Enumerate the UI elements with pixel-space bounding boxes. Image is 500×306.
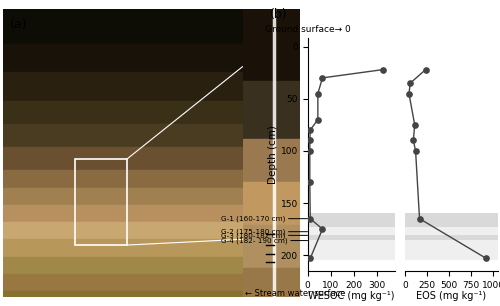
Bar: [2, 101, 242, 124]
Bar: [2, 170, 242, 188]
Text: G-1 (160-170 cm): G-1 (160-170 cm): [222, 215, 308, 222]
Text: (a): (a): [10, 18, 27, 31]
Text: ← Stream water surface: ← Stream water surface: [245, 289, 346, 298]
X-axis label: WESOC (mg kg⁻¹): WESOC (mg kg⁻¹): [308, 291, 394, 301]
Bar: [242, 182, 300, 225]
Bar: [2, 256, 242, 274]
Bar: [308, 235, 395, 240]
Bar: [2, 73, 242, 101]
Bar: [2, 205, 242, 222]
Text: G-4 (182- 190 cm): G-4 (182- 190 cm): [222, 237, 308, 244]
Text: Ground surface→ 0: Ground surface→ 0: [265, 25, 351, 34]
Bar: [2, 274, 242, 291]
Bar: [308, 227, 395, 235]
Text: G-2 (175-180 cm): G-2 (175-180 cm): [222, 229, 308, 235]
Bar: [405, 235, 498, 240]
Bar: [308, 214, 395, 227]
Bar: [2, 239, 242, 256]
Bar: [2, 291, 242, 297]
Bar: [242, 81, 300, 139]
Bar: [308, 240, 395, 260]
Bar: [2, 188, 242, 205]
Bar: [242, 268, 300, 297]
Bar: [405, 240, 498, 260]
Bar: [2, 147, 242, 170]
Bar: [242, 225, 300, 268]
Bar: [74, 159, 128, 245]
Bar: [2, 124, 242, 147]
Text: G-3 (180-182 cm): G-3 (180-182 cm): [222, 232, 308, 239]
Bar: [2, 44, 242, 73]
Bar: [2, 9, 242, 44]
Bar: [242, 139, 300, 182]
Bar: [2, 222, 242, 239]
X-axis label: EOS (mg kg⁻¹): EOS (mg kg⁻¹): [416, 291, 486, 301]
Bar: [242, 9, 300, 81]
Text: (b): (b): [270, 8, 287, 21]
Bar: [405, 214, 498, 227]
Y-axis label: Depth (cm): Depth (cm): [268, 125, 278, 184]
Bar: [405, 227, 498, 235]
